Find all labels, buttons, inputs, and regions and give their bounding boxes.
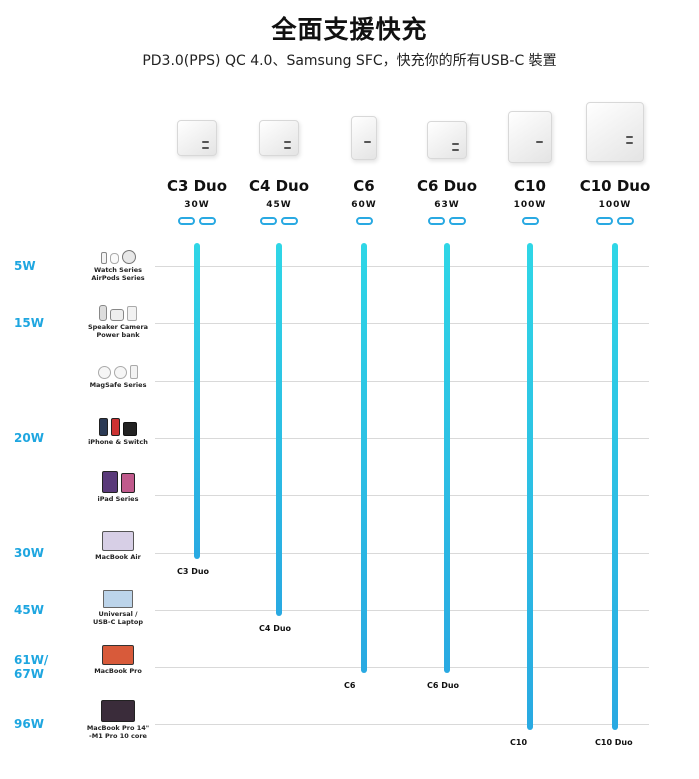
charger-column: C3 Duo 30W — [149, 0, 245, 240]
charger-column: C6 Duo 63W — [399, 0, 495, 240]
bar-end-label: C4 Duo — [259, 624, 292, 633]
wattage-label: 45W — [14, 603, 44, 617]
device-label: Speaker Camera Power bank — [87, 323, 149, 339]
usb-c-ports — [567, 217, 663, 225]
page-title: 全面支援快充 — [271, 15, 428, 44]
charger-column: C10 Duo 100W — [567, 0, 663, 240]
charger-name: C6 Duo — [416, 177, 478, 195]
usb-c-port-icon — [617, 217, 634, 225]
magsafe-icon — [80, 353, 156, 379]
grid-line — [155, 495, 649, 496]
macbook-pro-icon — [80, 639, 156, 665]
device-label: Universal / USB-C Laptop — [92, 610, 144, 626]
charger-name: C6 — [353, 177, 375, 195]
compatibility-bar — [612, 243, 618, 730]
usb-c-port-icon — [199, 217, 216, 225]
device-label: iPhone & Switch — [88, 438, 148, 446]
wattage-label: 96W — [14, 717, 44, 731]
bar-end-label: C6 Duo — [427, 681, 460, 690]
ipad-icon — [80, 467, 156, 493]
charger-wattage: 45W — [266, 200, 292, 210]
charger-wattage: 100W — [598, 200, 632, 210]
charger-photo — [259, 120, 299, 156]
usb-c-ports — [316, 217, 412, 225]
charger-name: C3 Duo — [166, 177, 228, 195]
bar-end-label: C3 Duo — [177, 567, 210, 576]
grid-line — [155, 323, 649, 324]
device-entry: MacBook Pro — [80, 639, 156, 675]
usb-c-ports — [231, 217, 327, 225]
charger-column: C10 100W — [482, 0, 578, 240]
bar-end-label: C10 Duo — [595, 738, 633, 747]
usb-c-ports — [149, 217, 245, 225]
grid-line — [155, 553, 649, 554]
device-label: MacBook Pro 14" -M1 Pro 10 core — [86, 724, 150, 740]
grid-line — [155, 381, 649, 382]
compatibility-bar — [276, 243, 282, 616]
bar-end-label: C10 — [510, 738, 528, 747]
usb-c-port-icon — [596, 217, 613, 225]
usb-c-port-icon — [428, 217, 445, 225]
compatibility-bar — [527, 243, 533, 730]
laptop-icon — [80, 582, 156, 608]
macbook-air-icon — [80, 525, 156, 551]
charger-name: C10 — [514, 177, 546, 195]
grid-line — [155, 438, 649, 439]
device-entry: MagSafe Series — [80, 353, 156, 389]
usb-c-port-icon — [521, 217, 539, 225]
wattage-label: 30W — [14, 546, 44, 560]
device-entry: MacBook Pro 14" -M1 Pro 10 core — [80, 696, 156, 740]
device-entry: Watch Series AirPods Series — [80, 238, 156, 282]
grid-line — [155, 610, 649, 611]
device-label: MacBook Air — [95, 553, 141, 561]
charger-column: C4 Duo 45W — [231, 0, 327, 240]
device-entry: MacBook Air — [80, 525, 156, 561]
usb-c-port-icon — [178, 217, 195, 225]
device-label: iPad Series — [97, 495, 139, 503]
usb-c-port-icon — [281, 217, 298, 225]
charger-wattage: 30W — [184, 200, 210, 210]
grid-line — [155, 667, 649, 668]
charger-wattage: 100W — [513, 200, 547, 210]
usb-c-port-icon — [449, 217, 466, 225]
device-entry: Speaker Camera Power bank — [80, 295, 156, 339]
macbook-pro-14-icon — [80, 696, 156, 722]
usb-c-port-icon — [260, 217, 277, 225]
iphone-switch-icon — [80, 410, 156, 436]
watch-airpods-icon — [80, 238, 156, 264]
page-subtitle: PD3.0(PPS) QC 4.0、Samsung SFC，快充你的所有USB-… — [142, 53, 557, 69]
charger-name: C10 Duo — [579, 177, 651, 195]
grid-line — [155, 724, 649, 725]
bar-end-label: C6 — [344, 681, 356, 690]
charger-photo — [427, 121, 467, 159]
charger-wattage: 63W — [434, 200, 460, 210]
charger-name: C4 Duo — [248, 177, 310, 195]
compatibility-bar — [361, 243, 367, 673]
charger-wattage: 60W — [351, 200, 377, 210]
wattage-label: 15W — [14, 316, 44, 330]
charger-column: C6 60W — [316, 0, 412, 240]
grid-line — [155, 266, 649, 267]
usb-c-ports — [399, 217, 495, 225]
speaker-camera-icon — [80, 295, 156, 321]
usb-c-ports — [482, 217, 578, 225]
charger-photo — [508, 111, 552, 163]
wattage-label: 61W/ 67W — [14, 653, 49, 681]
compatibility-bar — [194, 243, 200, 559]
wattage-label: 5W — [14, 259, 36, 273]
device-entry: iPad Series — [80, 467, 156, 503]
charger-photo — [177, 120, 217, 156]
charger-photo — [351, 116, 377, 160]
device-label: MacBook Pro — [94, 667, 142, 675]
device-label: MagSafe Series — [89, 381, 147, 389]
usb-c-port-icon — [355, 217, 373, 225]
compatibility-bar — [444, 243, 450, 673]
device-entry: Universal / USB-C Laptop — [80, 582, 156, 626]
wattage-label: 20W — [14, 431, 44, 445]
device-entry: iPhone & Switch — [80, 410, 156, 446]
charger-photo — [586, 102, 644, 162]
device-label: Watch Series AirPods Series — [91, 266, 145, 282]
